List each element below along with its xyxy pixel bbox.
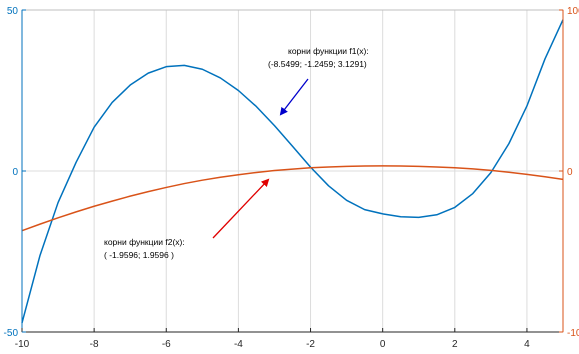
left-y-tick-label: -50 <box>4 328 19 339</box>
x-tick-label: 4 <box>524 339 530 350</box>
annotation-f2-roots: ( -1.9596; 1.9596 ) <box>104 250 174 260</box>
axes-layer: -10 -8 -6 -4 -2 0 2 4 50 0 -50 100 0 -100 <box>4 6 579 350</box>
annotation-f1: корни функции f1(x): (-8.5499; -1.2459; … <box>268 46 369 116</box>
annotation-f2-title: корни функции f2(x): <box>104 237 185 247</box>
x-tick-label: -4 <box>234 339 243 350</box>
annotation-f1-title: корни функции f1(x): <box>288 46 369 56</box>
annotation-f2: корни функции f2(x): ( -1.9596; 1.9596 ) <box>104 178 270 260</box>
annotation-f2-arrow <box>212 178 270 239</box>
x-tick-label: -2 <box>306 339 315 350</box>
right-y-tick-label: -100 <box>567 328 579 339</box>
annotation-f1-roots: (-8.5499; -1.2459; 3.1291) <box>268 59 367 69</box>
right-y-tick-label: 0 <box>567 167 573 178</box>
right-y-tick-label: 100 <box>567 6 579 17</box>
x-tick-label: -8 <box>90 339 99 350</box>
x-tick-label: -6 <box>162 339 171 350</box>
left-y-tick-label: 50 <box>7 6 19 17</box>
series-line-f1 <box>21 19 564 324</box>
annotation-f1-arrow <box>279 78 309 116</box>
x-tick-label: 2 <box>452 339 458 350</box>
x-tick-label: 0 <box>380 339 386 350</box>
series-layer <box>21 19 564 324</box>
left-y-tick-label: 0 <box>12 167 18 178</box>
x-tick-label: -10 <box>15 339 30 350</box>
series-line-f2 <box>21 165 564 232</box>
